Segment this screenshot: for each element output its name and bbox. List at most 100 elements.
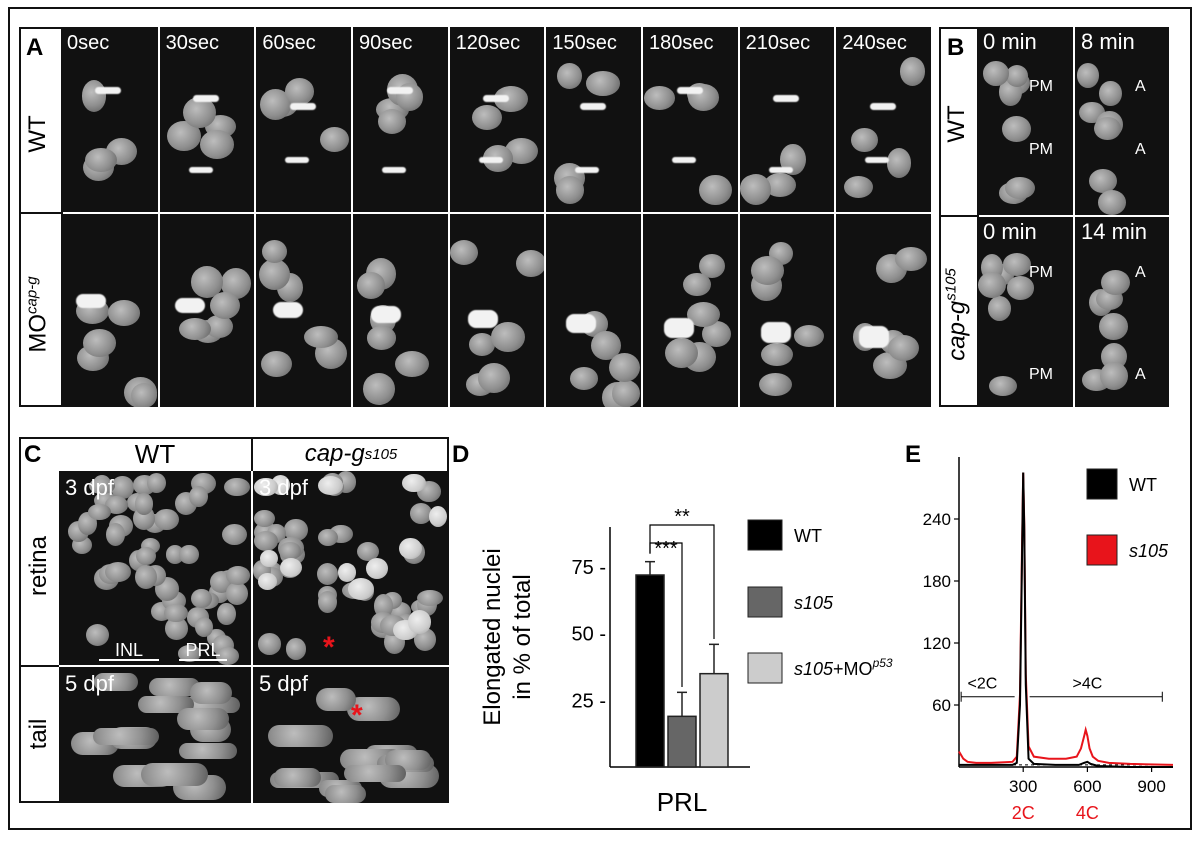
nucleus <box>284 78 315 106</box>
nucleus <box>85 147 118 172</box>
nucleus <box>258 573 278 591</box>
nucleus <box>557 62 583 89</box>
nucleus <box>165 617 188 640</box>
metaphase-chromosomes <box>94 87 121 94</box>
nucleus <box>900 57 926 86</box>
nucleus <box>89 477 115 495</box>
lagging-chromosomes <box>663 318 694 338</box>
nucleus <box>86 624 110 646</box>
lagging-chromosomes <box>565 314 596 333</box>
e-xtick-label: 300 <box>1009 777 1037 796</box>
panel-b-tile: 0 min PM PM <box>977 27 1073 215</box>
lagging-chromosomes <box>75 294 106 308</box>
nucleus <box>258 633 282 655</box>
e-ytick-label: 120 <box>923 634 951 653</box>
nucleus <box>683 272 712 297</box>
nucleus <box>348 577 375 600</box>
nucleus <box>570 366 598 390</box>
e-ploidy-4c: 4C <box>1076 803 1099 823</box>
timepoint-label: 90sec <box>359 32 413 54</box>
d-ylabel-line1: Elongated nuclei <box>479 548 506 725</box>
nucleus <box>1076 63 1100 89</box>
nucleus <box>337 563 357 582</box>
d-legend-label: s105 <box>794 593 834 613</box>
nucleus <box>429 506 448 528</box>
nucleus <box>140 762 209 786</box>
panel-a-row-label-wt: WT <box>24 115 51 153</box>
nucleus <box>106 522 126 546</box>
nucleus <box>261 351 292 378</box>
timelapse-tile <box>447 212 545 407</box>
nucleus <box>417 589 443 606</box>
nucleus <box>516 249 545 277</box>
nucleus <box>149 677 200 696</box>
nucleus <box>585 71 620 96</box>
nucleus <box>179 544 199 564</box>
nucleus <box>153 508 179 531</box>
anaphase-chromosomes <box>575 167 600 173</box>
anaphase-chromosomes <box>382 167 406 173</box>
nucleus <box>320 127 349 153</box>
prometaphase-mark: PM <box>1029 366 1053 383</box>
nucleus <box>1099 80 1122 107</box>
panel-c-row-divider <box>19 665 59 667</box>
d-legend-swatch <box>747 586 783 618</box>
e-series-s105 <box>958 472 1174 766</box>
nucleus <box>318 528 339 547</box>
panel-b-image-grid: 0 min PM PM 8 min A A 0 min PM PM 14 min A A <box>977 27 1169 407</box>
panel-b-tile: 0 min PM PM <box>977 215 1073 407</box>
timelapse-tile <box>61 212 158 407</box>
panel-e-histogram-chart: 60 120 180 240 300 600 900 <2C >4C 2C 4C WT s105 <box>923 457 1174 823</box>
timepoint-label: 0sec <box>67 32 110 54</box>
lagging-chromosomes <box>468 310 499 328</box>
nucleus <box>304 326 338 349</box>
nucleus <box>136 547 156 566</box>
nucleus <box>367 326 397 350</box>
nucleus <box>977 271 1007 298</box>
d-bar-2 <box>667 715 697 768</box>
panel-b-row-label-capg: cap-gs105 <box>942 268 971 361</box>
d-sig-bottom: *** <box>654 538 678 560</box>
timelapse-tile <box>737 212 835 407</box>
panel-b-row-label-wt: WT <box>943 105 970 143</box>
timepoint-label: 180sec <box>649 32 714 54</box>
d-ytick-label: 75 - <box>572 557 606 579</box>
lagging-chromosomes <box>272 302 303 318</box>
stage-label: 5 dpf <box>65 671 114 696</box>
nucleus <box>555 176 585 205</box>
timepoint-label: 210sec <box>745 32 811 54</box>
nucleus <box>401 473 426 493</box>
timelapse-tile: 30sec <box>157 27 255 212</box>
e-ytick-label: 180 <box>923 572 951 591</box>
d-bar-1 <box>635 574 665 768</box>
panel-a-row-divider <box>19 212 63 214</box>
metaphase-chromosomes <box>483 95 510 102</box>
nucleus <box>886 148 912 179</box>
panel-b-time-label: 8 min <box>1081 29 1135 54</box>
nucleus <box>190 266 223 298</box>
panel-b-time-label: 0 min <box>983 219 1037 244</box>
nucleus <box>94 672 138 691</box>
nucleus <box>471 104 502 131</box>
nucleus <box>643 85 676 111</box>
panel-a-letter: A <box>26 34 44 61</box>
e-range-label-lt2c: <2C <box>968 676 998 693</box>
nucleus <box>110 475 134 500</box>
e-range-label-gt4c: >4C <box>1073 676 1103 693</box>
nucleus <box>1099 313 1128 340</box>
nucleus <box>987 295 1012 322</box>
nucleus <box>344 764 407 782</box>
nucleus <box>888 334 920 361</box>
panel-b-row-divider <box>939 215 979 217</box>
nucleus <box>268 725 334 748</box>
prometaphase-mark: PM <box>1029 264 1053 281</box>
lagging-chromosomes <box>761 322 792 343</box>
nucleus <box>1001 115 1031 142</box>
d-legend-swatch <box>747 652 783 684</box>
nucleus <box>104 495 129 514</box>
e-xtick-label: 900 <box>1137 777 1165 796</box>
timelapse-tile: 150sec <box>544 27 641 212</box>
nucleus <box>317 476 343 496</box>
nucleus <box>346 697 401 721</box>
panel-a-timelapse-grid: 0sec 30sec 60sec 90sec 120sec 150sec 180sec 210… <box>61 27 931 407</box>
